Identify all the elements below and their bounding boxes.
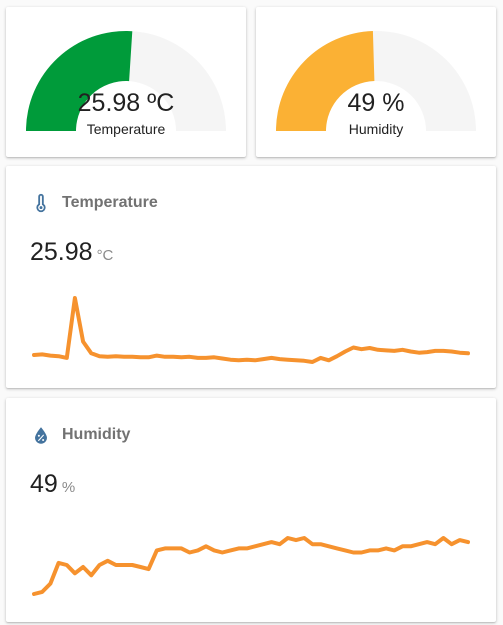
humidity-gauge — [276, 31, 476, 131]
temperature-gauge-label: Temperature — [86, 121, 166, 137]
humidity-gauge-fill — [276, 31, 375, 131]
humidity-gauge-label: Humidity — [348, 121, 404, 137]
humidity-history-line — [32, 536, 470, 596]
temperature-gauge-value: 25.98 ºC — [77, 89, 175, 117]
temperature-sensor-card[interactable]: Temperature 25.98 °C — [6, 166, 496, 388]
temperature-history-graph — [32, 296, 470, 364]
humidity-sensor-card[interactable]: Humidity 49 % — [6, 398, 496, 622]
temperature-card-header: Temperature — [30, 192, 158, 214]
temperature-unit: °C — [96, 247, 114, 264]
temperature-history-line — [32, 296, 470, 364]
humidity-gauge-value: 49 % — [347, 89, 405, 117]
temperature-gauge-fill — [26, 31, 133, 132]
temperature-state: 25.98 °C — [30, 238, 113, 267]
humidity-value: 49 — [30, 470, 58, 498]
temperature-card-title: Temperature — [62, 194, 158, 211]
humidity-gauge-card[interactable]: 49 % Humidity — [256, 7, 496, 157]
humidity-history-graph — [32, 536, 470, 596]
humidity-state: 49 % — [30, 470, 75, 499]
humidity-card-header: Humidity — [30, 424, 130, 446]
water-percent-icon — [30, 424, 52, 446]
temperature-gauge-card[interactable]: 25.98 ºC Temperature — [6, 7, 246, 157]
temperature-gauge — [26, 31, 226, 132]
temperature-value: 25.98 — [30, 238, 93, 266]
thermometer-icon — [30, 192, 52, 214]
humidity-unit: % — [61, 479, 76, 496]
humidity-card-title: Humidity — [62, 426, 131, 443]
